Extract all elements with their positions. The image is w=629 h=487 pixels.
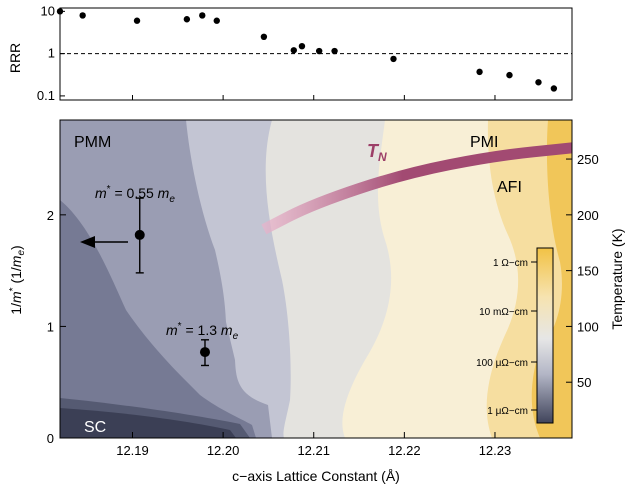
rrr-y-tick-label: 1	[48, 46, 55, 61]
y-right-tick-label: 150	[577, 264, 599, 279]
y-left-title-mid: (1/	[8, 267, 24, 287]
mass-label-2-sub: e	[233, 331, 239, 342]
region-label-afi: AFI	[497, 179, 522, 196]
rrr-data-point	[550, 85, 558, 92]
rrr-data-point	[535, 79, 542, 86]
rrr-panel: 10 1 0.1 RRR	[7, 3, 573, 103]
y-right-tick-label: 250	[577, 152, 599, 167]
region-superconducting	[60, 408, 236, 438]
mass-label-2-sup: *	[178, 321, 182, 332]
mass-label-1-sub: e	[169, 194, 175, 205]
y-left-tick-label: 1	[47, 319, 54, 334]
y-left-title-suffix: )	[8, 245, 24, 250]
region-label-pmm: PMM	[74, 134, 111, 151]
x-tick-label: 12.23	[479, 443, 512, 458]
mass-label-2: m* = 1.3 me	[166, 321, 239, 342]
mass-points	[134, 197, 210, 367]
rrr-data-point	[133, 17, 141, 24]
y-left-axis-title: 1/m* (1/me)	[8, 245, 27, 314]
y-left-title-prefix: 1/	[8, 303, 24, 315]
mass-label-1-unit: m	[158, 185, 170, 201]
mass-label-1-sup: *	[107, 184, 111, 195]
y-right-tick-label: 200	[577, 208, 599, 223]
mass-label-1: m* = 0.55 me	[95, 184, 175, 205]
rrr-data-point	[56, 8, 64, 15]
y-left-title-m2: m	[8, 255, 24, 267]
colorbar-label-1: 1 Ω−cm	[493, 258, 528, 269]
arrow-icon	[80, 236, 128, 248]
mass-label-2-value: = 1.3	[182, 322, 221, 338]
tn-label-main: T	[367, 141, 380, 161]
region-label-sc: SC	[84, 419, 106, 436]
colorbar-label-4: 1 μΩ−cm	[487, 406, 528, 417]
y-right-tick-label: 100	[577, 319, 599, 334]
colorbar-label-3: 100 μΩ−cm	[476, 358, 528, 369]
rrr-data-point	[183, 16, 191, 23]
y-right-tick-label: 50	[577, 375, 591, 390]
phase-diagram-panel: 12.19 12.20 12.21 12.22 12.23 0 1 2 50 100 150 20…	[8, 119, 625, 484]
y-left-tick-label: 0	[47, 431, 54, 446]
rrr-y-tick-label: 0.1	[37, 88, 55, 103]
mass-label-2-unit: m	[221, 322, 233, 338]
rrr-data-point	[260, 33, 268, 41]
rrr-data-point	[331, 47, 338, 55]
y-left-title-sup: *	[8, 287, 19, 291]
colorbar: 1 Ω−cm 10 mΩ−cm 100 μΩ−cm 1 μΩ−cm	[476, 247, 554, 424]
mass-data-point	[134, 229, 145, 240]
region-label-pmi: PMI	[470, 134, 498, 151]
rrr-data-point	[390, 55, 397, 63]
colorbar-label-2: 10 mΩ−cm	[479, 307, 528, 318]
tn-label: TN	[367, 141, 387, 164]
y-left-ticks: 0 1 2	[47, 208, 66, 446]
rrr-data-point	[213, 17, 220, 24]
y-left-title-sub: e	[16, 250, 27, 256]
rrr-data-point	[298, 42, 306, 50]
x-tick-label: 12.19	[116, 443, 149, 458]
x-axis-title: c−axis Lattice Constant (Å)	[232, 468, 400, 484]
rrr-data-point	[290, 47, 297, 54]
mass-label-1-value: = 0.55	[111, 185, 158, 201]
x-tick-label: 12.22	[388, 443, 421, 458]
mass-data-point	[199, 347, 210, 358]
y-left-title-m: m	[8, 291, 24, 303]
rrr-y-axis-title: RRR	[7, 43, 23, 73]
y-right-axis-title: Temperature (K)	[609, 228, 625, 329]
x-tick-label: 12.21	[297, 443, 330, 458]
rrr-data-point	[199, 12, 206, 19]
y-right-ticks: 50 100 150 200 250	[566, 152, 599, 390]
rrr-data-point	[315, 47, 323, 55]
rrr-data-point	[506, 71, 513, 79]
rrr-y-tick-label: 10	[41, 3, 55, 18]
mass-label-1-m: m	[95, 185, 107, 201]
x-ticks: 12.19 12.20 12.21 12.22 12.23	[116, 432, 511, 458]
rrr-data-point	[79, 12, 86, 19]
y-left-tick-label: 2	[47, 208, 54, 223]
tn-band	[261, 142, 572, 235]
x-tick-label: 12.20	[207, 443, 240, 458]
rrr-x-ticks	[131, 95, 496, 100]
phase-diagram-field	[60, 120, 572, 438]
colorbar-gradient	[536, 247, 554, 424]
mass-label-2-m: m	[166, 322, 178, 338]
region-metal-dark	[60, 200, 256, 438]
rrr-data-point	[476, 68, 483, 76]
tn-label-sub: N	[378, 150, 387, 164]
rrr-points	[56, 8, 558, 92]
phase-diagram-frame	[59, 119, 573, 439]
